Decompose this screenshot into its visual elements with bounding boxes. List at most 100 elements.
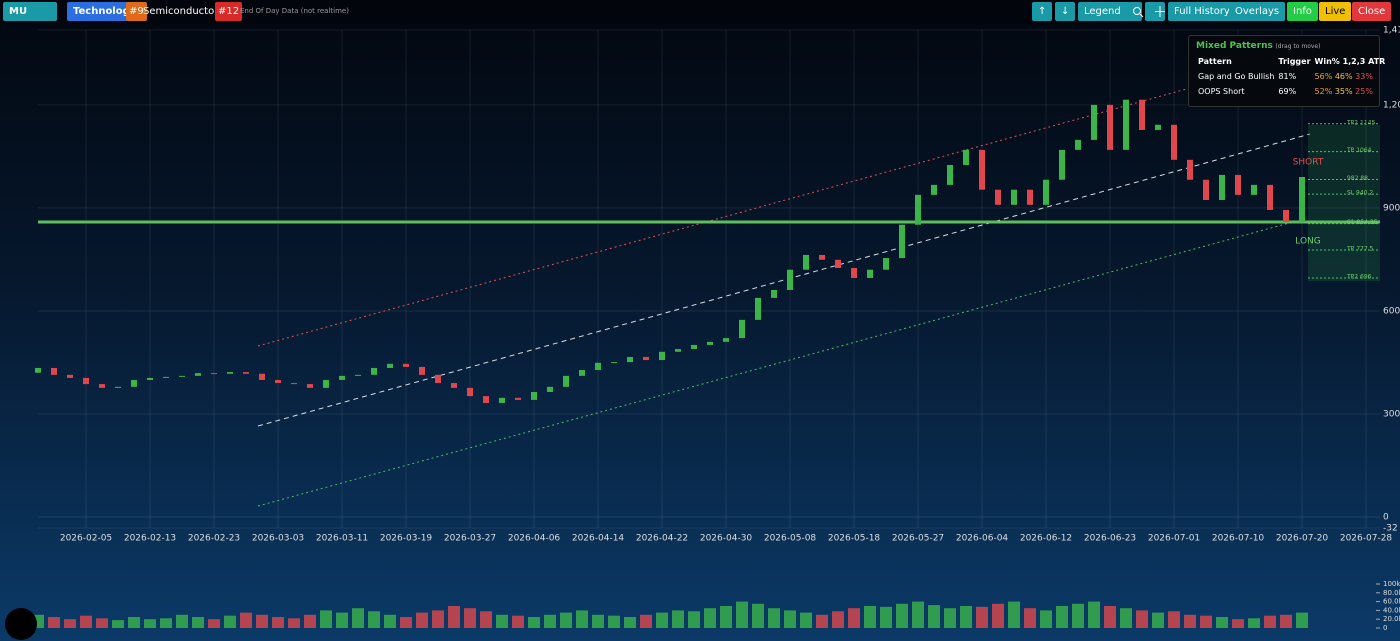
volume-bar [496, 614, 508, 628]
up-button[interactable]: ↑ [1032, 2, 1052, 21]
cell: 69% [1278, 87, 1297, 96]
candle [835, 259, 841, 269]
x-tick-label: 2026-03-11 [316, 534, 368, 544]
candle [467, 387, 473, 397]
volume-bar [512, 615, 524, 628]
candle [643, 356, 649, 361]
candle [195, 373, 201, 376]
sector-rank: #9 [126, 2, 147, 21]
candle [1027, 189, 1033, 205]
candle [1155, 124, 1161, 130]
candle [819, 254, 825, 260]
channel-top [257, 87, 1191, 347]
x-tick-label: 2026-06-12 [1020, 534, 1072, 544]
volume-bar [736, 601, 748, 628]
volume-bar [384, 614, 396, 628]
candle [355, 374, 361, 376]
candle [51, 367, 57, 375]
candle [1011, 189, 1017, 205]
volume-bar [288, 618, 300, 628]
candle [579, 370, 585, 376]
candle [771, 289, 777, 298]
down-button[interactable]: ↓ [1055, 2, 1075, 21]
full-history-button[interactable]: Full History [1168, 2, 1236, 21]
volume-bar [1088, 601, 1100, 628]
candle [275, 379, 281, 384]
volume-bar [688, 611, 700, 628]
volume-bar [304, 614, 316, 628]
candle [115, 386, 121, 388]
volume-bar [912, 601, 924, 628]
volume-bar [784, 610, 796, 628]
volume-bar [208, 619, 220, 628]
candle [931, 184, 937, 195]
volume-bar [624, 617, 636, 628]
candle [259, 373, 265, 380]
x-tick-label: 2026-07-28 [1340, 534, 1393, 544]
cell: 52% [1314, 87, 1333, 96]
volume-bar [832, 611, 844, 628]
volume-tick-label: 80.0k [1383, 589, 1400, 597]
candle [1299, 176, 1305, 222]
candle [899, 224, 905, 259]
volume-bar [1216, 617, 1228, 628]
volume-bar [432, 610, 444, 628]
candle [787, 269, 793, 290]
volume-bar [800, 612, 812, 628]
y-tick-label: 600 [1383, 306, 1400, 316]
volume-bar [1120, 608, 1132, 628]
annotation: SHORT [1293, 158, 1324, 168]
volume-bar [1200, 615, 1212, 628]
volume-bar [640, 614, 652, 628]
candle [387, 363, 393, 368]
candle [723, 338, 729, 342]
candle [483, 396, 489, 403]
volume-bar [1184, 614, 1196, 628]
candle [35, 367, 41, 373]
volume-bar [976, 606, 988, 628]
volume-bar [368, 611, 380, 628]
volume-bar [1152, 612, 1164, 628]
volume-bar [272, 617, 284, 628]
symbol[interactable]: MU [3, 2, 57, 21]
zoom-button[interactable] [1122, 2, 1144, 21]
volume-bar [64, 619, 76, 628]
volume-bar [176, 614, 188, 628]
industry-rank: #12 [215, 2, 243, 21]
candle [1267, 184, 1273, 210]
candle [1139, 99, 1145, 130]
volume-bar [992, 603, 1004, 628]
candle [563, 375, 569, 387]
x-tick-label: 2026-07-01 [1148, 534, 1200, 544]
x-tick-label: 2026-02-05 [60, 534, 112, 544]
volume-bar [768, 608, 780, 628]
legend-button[interactable]: Legend [1078, 2, 1127, 21]
volume-bar [192, 617, 204, 628]
live-button[interactable]: Live [1319, 2, 1352, 21]
candle [1235, 174, 1241, 195]
panel-title: Mixed Patterns [1196, 41, 1273, 51]
patterns-table: Pattern Trigger Win% 1,2,3 ATR Gap and Go … [1196, 54, 1387, 99]
candle [1283, 209, 1289, 222]
candle [1251, 184, 1257, 195]
volume-bar [416, 612, 428, 628]
fab-button[interactable] [5, 608, 37, 640]
candle [531, 391, 537, 400]
crosshair-button[interactable] [1145, 2, 1165, 21]
patterns-panel[interactable]: Mixed Patterns (drag to move) Pattern Tri… [1188, 35, 1385, 107]
header: Win% 1,2,3 ATR [1314, 57, 1386, 66]
volume-bar [96, 618, 108, 628]
sector[interactable]: Technology [67, 2, 143, 21]
volume-bar [608, 615, 620, 628]
candle [419, 366, 425, 375]
candle [403, 363, 409, 367]
candle [1107, 104, 1113, 150]
info-button[interactable]: Info [1287, 2, 1318, 21]
candle [147, 377, 153, 380]
overlays-button[interactable]: Overlays [1229, 2, 1286, 21]
candle [755, 297, 761, 320]
close-button[interactable]: Close [1352, 2, 1392, 21]
candle [915, 194, 921, 225]
x-tick-label: 2026-02-13 [124, 534, 176, 544]
